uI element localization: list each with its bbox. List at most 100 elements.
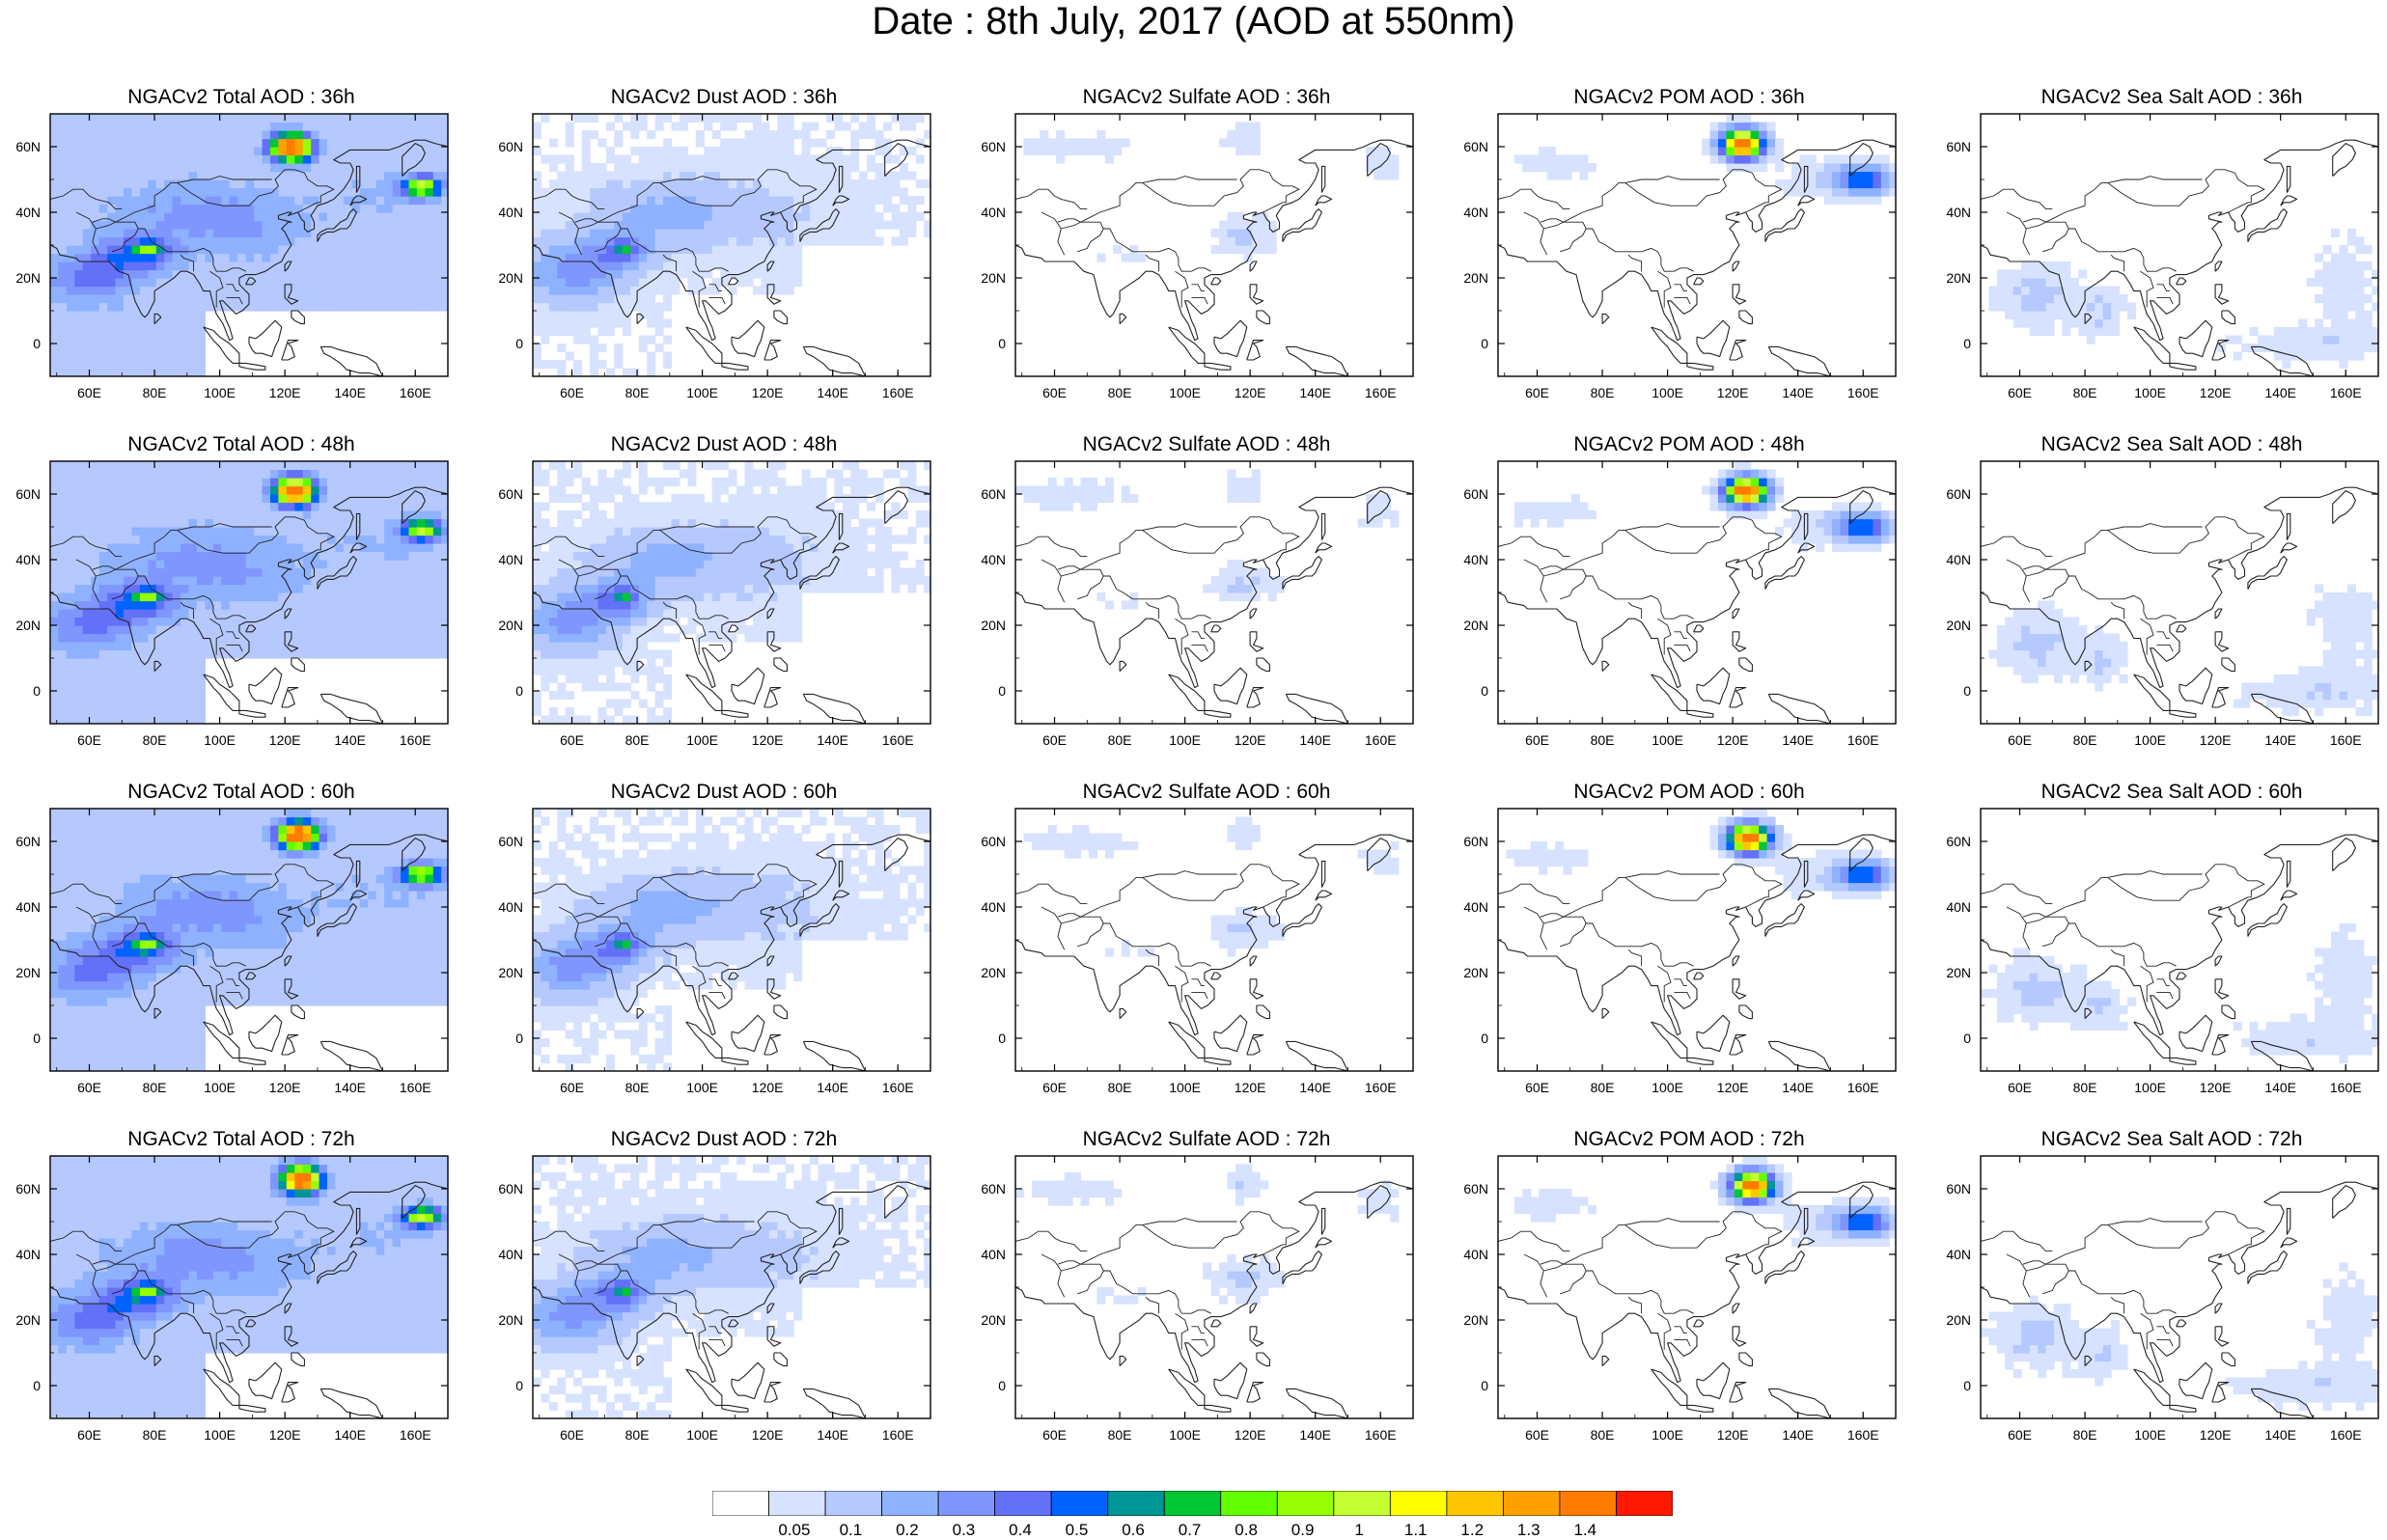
aod-cell	[728, 592, 737, 602]
aod-cell	[359, 535, 369, 544]
country-border	[555, 188, 605, 210]
aod-cell	[777, 163, 787, 173]
aod-cell	[1759, 138, 1768, 148]
aod-cell	[1260, 220, 1269, 230]
aod-cell	[777, 600, 787, 610]
aod-cell	[294, 551, 304, 561]
aod-cell	[82, 642, 92, 651]
aod-cell	[777, 229, 787, 238]
aod-cell	[761, 187, 770, 197]
aod-cell	[343, 609, 352, 619]
aod-cell	[441, 196, 448, 206]
aod-cell	[581, 674, 591, 684]
coastlines	[1498, 139, 1896, 376]
aod-cell	[50, 368, 59, 376]
aod-cell	[1734, 114, 1743, 124]
aod-cell	[408, 576, 418, 586]
aod-cell	[188, 147, 198, 156]
aod-cell	[810, 163, 819, 173]
aod-cell	[1718, 138, 1727, 148]
aod-cell	[74, 294, 84, 304]
aod-cell	[91, 699, 100, 708]
aod-cell	[375, 302, 385, 312]
aod-cell	[50, 122, 59, 131]
aod-cell	[590, 171, 599, 180]
aod-cell	[408, 461, 418, 471]
aod-cell	[98, 286, 108, 295]
aod-cell	[205, 617, 214, 626]
aod-cell	[164, 649, 174, 659]
aod-cell	[82, 286, 92, 295]
aod-cell	[343, 122, 352, 131]
country-border	[2228, 202, 2249, 213]
aod-cell	[425, 187, 434, 197]
aod-cell	[768, 171, 778, 180]
aod-cell	[124, 691, 132, 701]
aod-cell	[58, 229, 68, 238]
aod-cell	[131, 351, 141, 361]
aod-cell	[825, 114, 835, 124]
aod-cell	[687, 245, 697, 255]
aod-cell	[2086, 286, 2096, 295]
aod-cell	[581, 171, 591, 180]
aod-cell	[359, 179, 369, 189]
aod-cell	[327, 286, 336, 295]
aod-cell	[728, 138, 737, 148]
aod-cell	[392, 220, 402, 230]
aod-cell	[368, 502, 377, 511]
aod-cell	[254, 245, 264, 255]
aod-cell	[270, 649, 279, 659]
aod-cell	[98, 114, 108, 124]
aod-cell	[1374, 147, 1383, 156]
aod-cell	[768, 204, 778, 213]
aod-cell	[254, 609, 264, 619]
aod-cell	[375, 278, 385, 288]
aod-cell	[753, 617, 762, 626]
aod-cell	[197, 560, 206, 569]
aod-cell	[441, 138, 448, 148]
aod-cell	[124, 171, 132, 180]
aod-cell	[180, 600, 190, 610]
aod-cell	[2355, 311, 2365, 320]
aod-cell	[188, 154, 198, 164]
aod-cell	[874, 236, 884, 246]
aod-cell	[359, 163, 369, 173]
aod-cell	[131, 236, 141, 246]
aod-cell	[319, 212, 328, 222]
aod-cell	[825, 229, 835, 238]
aod-cell	[286, 212, 295, 222]
aod-cell	[58, 335, 68, 344]
aod-cell	[1235, 220, 1244, 230]
aod-cell	[850, 187, 860, 197]
aod-cell	[221, 147, 231, 156]
aod-cell	[197, 485, 206, 495]
aod-cell	[630, 220, 640, 230]
aod-cell	[172, 691, 181, 701]
aod-cell	[50, 236, 59, 246]
aod-cell	[98, 691, 108, 701]
aod-cell	[66, 560, 75, 569]
aod-cell	[638, 617, 648, 626]
aod-cell	[2346, 253, 2356, 262]
aod-cell	[278, 510, 288, 520]
aod-cell	[278, 609, 288, 619]
aod-cell	[302, 286, 312, 295]
aod-cell	[311, 592, 320, 602]
aod-cell	[2290, 335, 2299, 344]
aod-cell	[548, 609, 558, 619]
aod-cell	[1219, 236, 1229, 246]
aod-cell	[533, 311, 541, 320]
aod-cell	[663, 147, 673, 156]
aod-cell	[212, 642, 222, 651]
aod-cell	[262, 609, 271, 619]
y-tick-label: 40N	[498, 205, 523, 220]
aod-cell	[319, 261, 328, 271]
aod-cell	[327, 212, 336, 222]
aod-cell	[1766, 147, 1776, 156]
aod-cell	[695, 163, 705, 173]
aod-cell	[139, 625, 149, 635]
aod-cell	[834, 576, 844, 586]
aod-cell	[1832, 171, 1842, 180]
aod-cell	[262, 196, 271, 206]
aod-cell	[221, 154, 231, 164]
